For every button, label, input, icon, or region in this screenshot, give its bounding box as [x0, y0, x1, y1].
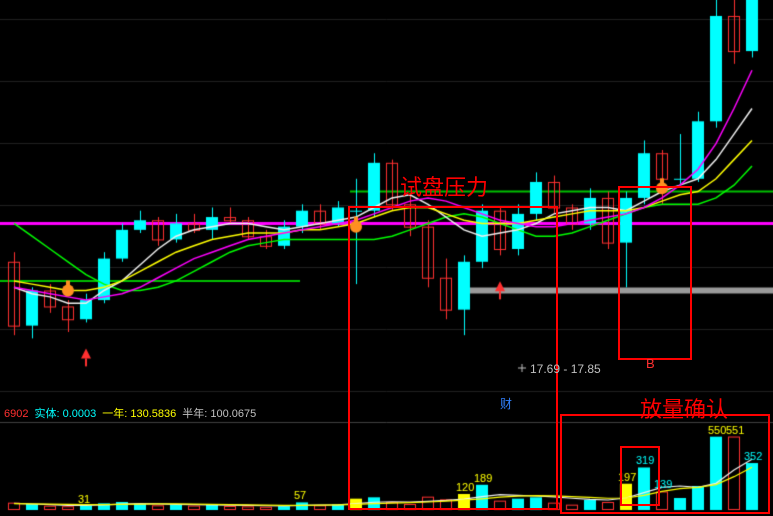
- highlight-box-main: [348, 206, 558, 510]
- highlight-box-volume-large: [560, 414, 770, 514]
- info-segment: 实体: 0.0003: [34, 408, 96, 420]
- annotation-volume-confirm: 放量确认: [640, 392, 728, 424]
- b-marker: B: [646, 356, 655, 371]
- cai-label: 财: [500, 395, 512, 412]
- indicator-info-row: 6902 实体: 0.0003 一年: 130.5836 半年: 100.0675: [4, 405, 262, 421]
- info-segment: 一年: 130.5836: [102, 408, 176, 420]
- annotation-test-pressure: 试盘压力: [400, 170, 488, 202]
- info-segment: 6902: [4, 408, 28, 420]
- price-range-label: 17.69 - 17.85: [530, 362, 601, 376]
- highlight-box-breakout: [618, 186, 692, 360]
- info-segment: 半年: 100.0675: [182, 408, 256, 420]
